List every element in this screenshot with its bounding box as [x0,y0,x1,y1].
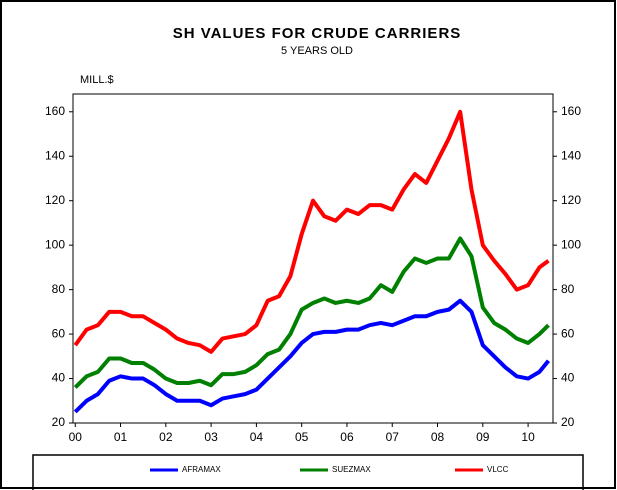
series-line [73,236,550,389]
y2-tick-label: 80 [561,282,575,296]
y-axis-label: MILL.$ [80,74,114,86]
y2-tick-label: 40 [561,371,575,385]
chart-title: SH VALUES FOR CRUDE CARRIERS [173,25,462,42]
y-tick-label: 40 [52,371,66,385]
plot-area [72,93,554,424]
x-tick-label: 09 [476,430,490,444]
y2-tick-label: 60 [561,326,575,340]
y-tick-label: 80 [52,282,66,296]
chart-subtitle: 5 YEARS OLD [281,45,353,57]
y-tick-label: 20 [52,415,66,429]
x-tick-label: 07 [386,430,400,444]
y2-tick-label: 140 [561,148,581,162]
legend-box [32,454,584,490]
series-line [73,298,551,414]
x-tick-label: 06 [340,430,354,444]
y2-tick-label: 20 [561,415,575,429]
x-tick-label: 10 [521,430,535,444]
legend-label: AFRAMAX [182,465,221,474]
y-tick-label: 120 [45,193,65,207]
y-tick-label: 160 [45,104,65,118]
y-tick-label: 60 [52,326,66,340]
y-tick-label: 140 [45,148,65,162]
series-line [73,109,550,354]
x-tick-label: 00 [69,430,83,444]
y2-tick-label: 160 [561,104,581,118]
legend-label: VLCC [487,465,509,474]
x-tick-label: 04 [250,430,264,444]
y-tick-label: 100 [45,237,65,251]
y2-tick-label: 100 [561,237,581,251]
x-tick-label: 05 [295,430,309,444]
x-tick-label: 08 [431,430,445,444]
y2-tick-label: 120 [561,193,581,207]
x-tick-label: 01 [114,430,128,444]
legend-label: SUEZMAX [332,465,371,474]
x-tick-label: 02 [159,430,173,444]
x-tick-label: 03 [204,430,218,444]
